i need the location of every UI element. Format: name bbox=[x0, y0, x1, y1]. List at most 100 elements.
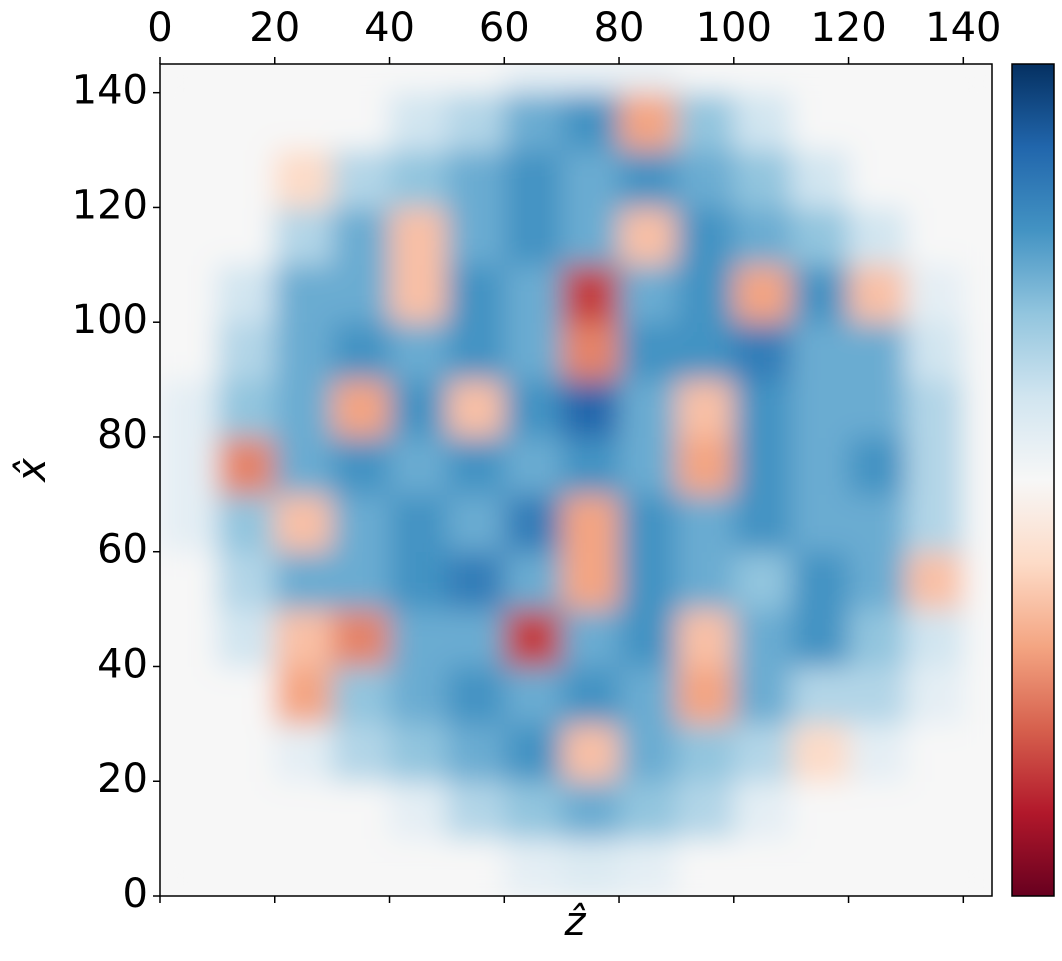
heatmap-cell bbox=[733, 436, 792, 495]
heatmap-cell bbox=[733, 551, 792, 610]
heatmap-cell bbox=[160, 92, 218, 151]
y-tick-label: 60 bbox=[97, 527, 148, 573]
heatmap-cell bbox=[848, 781, 907, 840]
heatmap-cell bbox=[446, 609, 505, 667]
heatmap-cell bbox=[905, 92, 964, 151]
heatmap-cell bbox=[217, 322, 276, 381]
heatmap-cell bbox=[561, 264, 620, 323]
heatmap-cell bbox=[160, 494, 218, 553]
heatmap-cell bbox=[160, 551, 218, 610]
heatmap-cell bbox=[848, 436, 907, 495]
heatmap-cell bbox=[160, 838, 218, 896]
heatmap-cell bbox=[504, 666, 563, 725]
heatmap-cell bbox=[274, 207, 333, 266]
x-tick-label: 60 bbox=[479, 5, 530, 51]
heatmap-cell bbox=[791, 609, 850, 667]
heatmap-cell bbox=[160, 207, 218, 266]
heatmap-cell bbox=[504, 494, 563, 553]
heatmap-cell bbox=[905, 666, 964, 725]
heatmap-cell bbox=[332, 781, 391, 840]
heatmap-cell bbox=[332, 609, 391, 667]
heatmap-cell bbox=[504, 207, 563, 266]
heatmap-cell bbox=[274, 609, 333, 667]
heatmap-cell bbox=[217, 64, 276, 94]
heatmap-cell bbox=[160, 609, 218, 667]
heatmap-cell bbox=[389, 838, 448, 896]
heatmap-cell bbox=[905, 551, 964, 610]
heatmap-cell bbox=[446, 551, 505, 610]
y-tick-label: 80 bbox=[97, 412, 148, 458]
heatmap-cell bbox=[963, 322, 992, 381]
heatmap-cell bbox=[561, 781, 620, 840]
y-tick-label: 100 bbox=[72, 297, 148, 343]
heatmap-cell bbox=[389, 609, 448, 667]
heatmap-cell bbox=[504, 436, 563, 495]
colorbar bbox=[1011, 63, 1055, 897]
heatmap-cell bbox=[332, 207, 391, 266]
heatmap-cell bbox=[848, 379, 907, 438]
heatmap-cell bbox=[389, 723, 448, 782]
heatmap-cell bbox=[332, 436, 391, 495]
heatmap-cell bbox=[389, 207, 448, 266]
heatmap-cell bbox=[332, 551, 391, 610]
heatmap-cell bbox=[791, 150, 850, 208]
heatmap-cell bbox=[446, 666, 505, 725]
heatmap-cell bbox=[217, 609, 276, 667]
heatmap-cell bbox=[389, 264, 448, 323]
heatmap-cell bbox=[332, 838, 391, 896]
heatmap-cell bbox=[160, 150, 218, 208]
heatmap-cell bbox=[848, 92, 907, 151]
heatmap-cell bbox=[905, 64, 964, 94]
heatmap-cell bbox=[504, 92, 563, 151]
heatmap-cell bbox=[905, 609, 964, 667]
heatmap-cell bbox=[733, 379, 792, 438]
heatmap-cell bbox=[274, 379, 333, 438]
heatmap-cell bbox=[676, 379, 735, 438]
heatmap-cell bbox=[848, 551, 907, 610]
heatmap-cell bbox=[848, 723, 907, 782]
heatmap-cell bbox=[791, 379, 850, 438]
heatmap-cell bbox=[619, 551, 677, 610]
heatmap-cell bbox=[791, 64, 850, 94]
heatmap-cell bbox=[504, 838, 563, 896]
heatmap-cell bbox=[905, 436, 964, 495]
heatmap-cell bbox=[963, 264, 992, 323]
heatmap-cell bbox=[504, 781, 563, 840]
heatmap-cell bbox=[274, 666, 333, 725]
heatmap-cell bbox=[217, 436, 276, 495]
heatmap-cell bbox=[446, 207, 505, 266]
heatmap-cell bbox=[160, 64, 218, 94]
heatmap-cell bbox=[733, 838, 792, 896]
y-tick-label: 0 bbox=[123, 871, 148, 917]
heatmap-cell bbox=[217, 666, 276, 725]
heatmap-cell bbox=[160, 723, 218, 782]
heatmap-cell bbox=[619, 92, 677, 151]
heatmap-cell bbox=[791, 92, 850, 151]
heatmap-cell bbox=[561, 92, 620, 151]
heatmap-cell bbox=[963, 150, 992, 208]
x-tick-label: 0 bbox=[147, 5, 172, 51]
x-tick-label: 20 bbox=[249, 5, 300, 51]
heatmap-cell bbox=[389, 92, 448, 151]
heatmap-cell bbox=[848, 150, 907, 208]
heatmap-cell bbox=[332, 150, 391, 208]
heatmap-cell bbox=[963, 551, 992, 610]
heatmap-cell bbox=[274, 64, 333, 94]
heatmap-cell bbox=[963, 494, 992, 553]
heatmap-cell bbox=[332, 723, 391, 782]
y-tick-label: 140 bbox=[72, 68, 148, 114]
heatmap-cell bbox=[963, 838, 992, 896]
heatmap-cell bbox=[389, 781, 448, 840]
heatmap-cell bbox=[561, 723, 620, 782]
heatmap-cell bbox=[274, 436, 333, 495]
heatmap-cell bbox=[504, 379, 563, 438]
y-tick-label: 20 bbox=[97, 756, 148, 802]
heatmap-cell bbox=[332, 379, 391, 438]
heatmap-cell bbox=[217, 379, 276, 438]
heatmap-cell bbox=[905, 207, 964, 266]
heatmap-cell bbox=[848, 322, 907, 381]
heatmap-cell bbox=[160, 379, 218, 438]
heatmap-cell bbox=[676, 723, 735, 782]
heatmap-cell bbox=[676, 150, 735, 208]
heatmap-cell bbox=[561, 436, 620, 495]
